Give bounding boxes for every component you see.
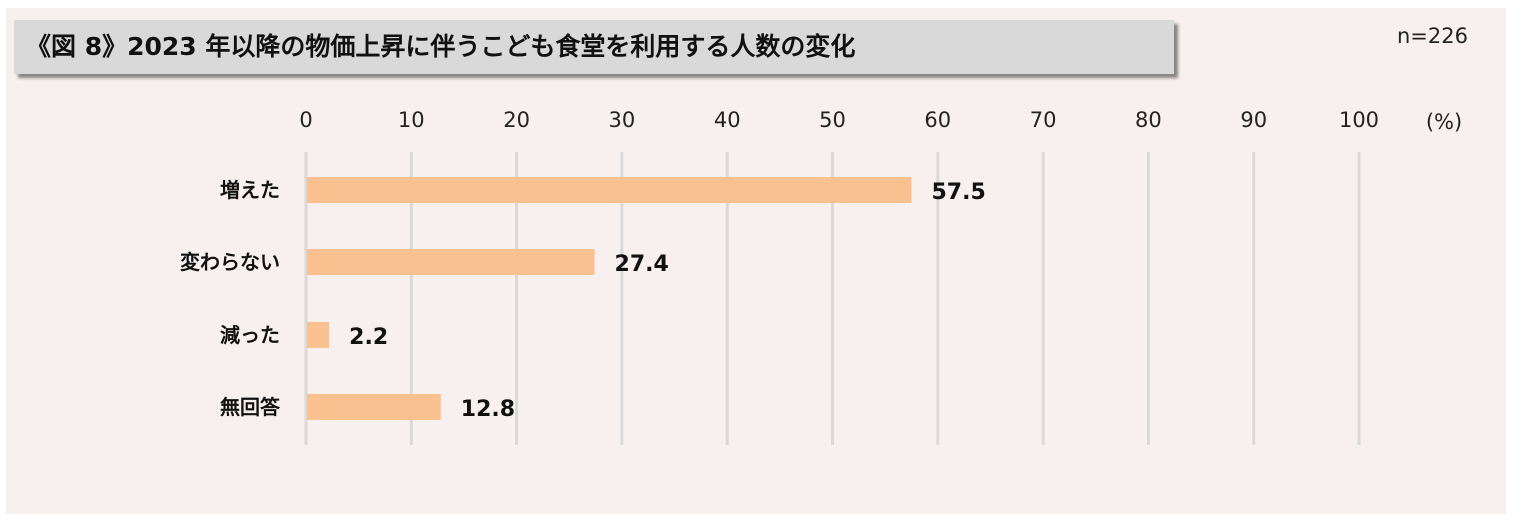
category-label-3: 無回答: [220, 395, 281, 419]
bar-2: [307, 322, 330, 348]
value-label-1: 27.4: [615, 252, 669, 277]
category-label-1: 変わらない: [180, 250, 280, 274]
x-tick-label-60: 60: [924, 108, 951, 132]
bar-3: [307, 394, 441, 420]
chart-title: 《図 8》2023 年以降の物価上昇に伴うこども食堂を利用する人数の変化: [26, 32, 856, 61]
x-tick-label-70: 70: [1030, 108, 1057, 132]
x-tick-label-40: 40: [714, 108, 741, 132]
value-label-2: 2.2: [349, 325, 388, 350]
x-unit-label: (%): [1426, 110, 1462, 134]
x-tick-label-30: 30: [609, 108, 636, 132]
x-tick-label-80: 80: [1135, 108, 1162, 132]
x-tick-label-100: 100: [1339, 108, 1379, 132]
chart-panel: [6, 8, 1506, 514]
sample-size-label: n=226: [1397, 24, 1468, 48]
title-box: 《図 8》2023 年以降の物価上昇に伴うこども食堂を利用する人数の変化: [14, 20, 1174, 74]
x-tick-label-0: 0: [299, 108, 312, 132]
bar-0: [307, 177, 912, 203]
bar-1: [307, 249, 595, 275]
value-label-0: 57.5: [931, 180, 985, 205]
category-label-0: 増えた: [220, 178, 280, 202]
x-tick-label-10: 10: [398, 108, 425, 132]
x-tick-label-50: 50: [819, 108, 846, 132]
x-tick-label-90: 90: [1240, 108, 1267, 132]
value-label-3: 12.8: [461, 397, 515, 422]
x-tick-label-20: 20: [503, 108, 530, 132]
category-label-2: 減った: [220, 323, 280, 347]
